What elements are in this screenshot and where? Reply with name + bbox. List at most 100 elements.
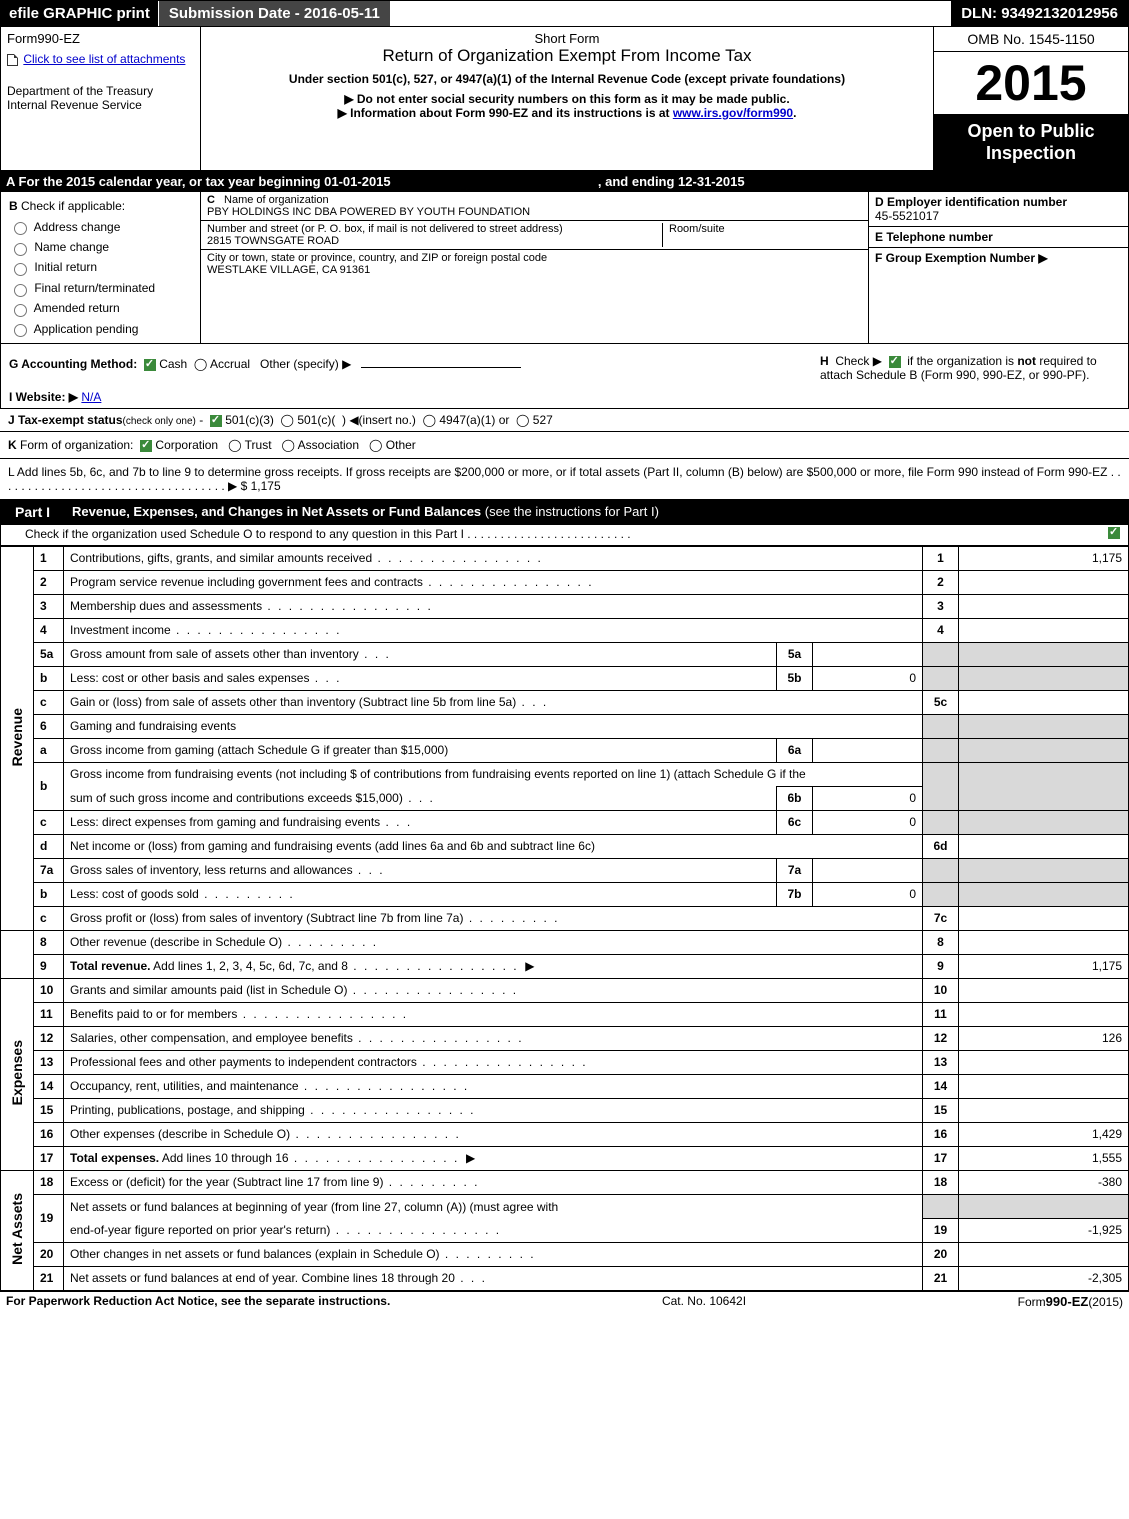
- l7b-rval-grey: [959, 882, 1129, 906]
- footer-right: Form990-EZ(2015): [1018, 1294, 1123, 1309]
- l16-rnum: 16: [923, 1122, 959, 1146]
- i-label: I Website: ▶: [9, 390, 78, 404]
- part-1-table: Revenue 1 Contributions, gifts, grants, …: [0, 546, 1129, 1291]
- top-bar: efile GRAPHIC print Submission Date - 20…: [0, 0, 1129, 27]
- section-i: I Website: ▶ N/A: [9, 390, 1120, 404]
- chk-initial-return[interactable]: Initial return: [9, 260, 97, 274]
- l18-rval: -380: [959, 1170, 1129, 1194]
- l5b-desc: Less: cost or other basis and sales expe…: [64, 666, 777, 690]
- chk-address-change[interactable]: Address change: [9, 220, 120, 234]
- l16-num: 16: [34, 1122, 64, 1146]
- l5c-num: c: [34, 690, 64, 714]
- chk-name-change[interactable]: Name change: [9, 240, 109, 254]
- row-a: A For the 2015 calendar year, or tax yea…: [0, 171, 1129, 192]
- l9-rnum: 9: [923, 954, 959, 978]
- l15-desc: Printing, publications, postage, and shi…: [64, 1098, 923, 1122]
- chk-application-pending[interactable]: Application pending: [9, 322, 138, 336]
- l4-desc: Investment income: [64, 618, 923, 642]
- l6b-desc1: Gross income from fundraising events (no…: [64, 762, 923, 786]
- footer-left: For Paperwork Reduction Act Notice, see …: [6, 1294, 390, 1309]
- chk-final-return[interactable]: Final return/terminated: [9, 281, 155, 295]
- l6d-rval: [959, 834, 1129, 858]
- dln-label: DLN: 93492132012956: [951, 1, 1128, 26]
- l21-num: 21: [34, 1266, 64, 1290]
- l7c-desc: Gross profit or (loss) from sales of inv…: [64, 906, 923, 930]
- row-a-ending: , and ending 12-31-2015: [598, 174, 745, 189]
- info-about-text: ▶ Information about Form 990-EZ and its …: [338, 106, 673, 120]
- opt-address-change: Address change: [34, 220, 121, 234]
- l19-rnum-grey: [923, 1194, 959, 1218]
- org-name: PBY HOLDINGS INC DBA POWERED BY YOUTH FO…: [207, 206, 862, 218]
- l3-rval: [959, 594, 1129, 618]
- l6c-num: c: [34, 810, 64, 834]
- section-g: G Accounting Method: Cash ◯ Accrual Othe…: [9, 354, 820, 371]
- l1-rnum: 1: [923, 546, 959, 570]
- l20-rnum: 20: [923, 1242, 959, 1266]
- l15-rnum: 15: [923, 1098, 959, 1122]
- l4-rnum: 4: [923, 618, 959, 642]
- l6b-rnum-grey: [923, 762, 959, 810]
- l5b-rval-grey: [959, 666, 1129, 690]
- l11-rval: [959, 1002, 1129, 1026]
- f-label: F Group Exemption Number ▶: [875, 251, 1048, 265]
- l19-rnum: 19: [923, 1218, 959, 1242]
- l6b-mlabel: 6b: [777, 786, 813, 810]
- l5a-mlabel: 5a: [777, 642, 813, 666]
- l6-desc: Gaming and fundraising events: [64, 714, 923, 738]
- l9-rval: 1,175: [959, 954, 1129, 978]
- section-bcdef: B Check if applicable: Address change Na…: [0, 192, 1129, 344]
- l5b-num: b: [34, 666, 64, 690]
- l6-rnum-grey: [923, 714, 959, 738]
- room-suite-label: Room/suite: [662, 223, 862, 247]
- h-label: H: [820, 354, 829, 368]
- part-1-header: Part I Revenue, Expenses, and Changes in…: [0, 499, 1129, 525]
- l6c-rnum-grey: [923, 810, 959, 834]
- l19-rval-grey: [959, 1194, 1129, 1218]
- l7b-desc: Less: cost of goods sold: [64, 882, 777, 906]
- l4-rval: [959, 618, 1129, 642]
- check-icon: [1108, 527, 1120, 539]
- g-other: Other (specify) ▶: [260, 357, 351, 371]
- dept-irs: Internal Revenue Service: [7, 98, 194, 112]
- l19-num: 19: [34, 1194, 64, 1242]
- l7b-mlabel: 7b: [777, 882, 813, 906]
- section-k: K Form of organization: Corporation ◯ Tr…: [0, 432, 1129, 459]
- l17-desc: Total expenses. Add lines 10 through 16 …: [64, 1146, 923, 1170]
- l6a-desc: Gross income from gaming (attach Schedul…: [64, 738, 777, 762]
- e-label: E Telephone number: [875, 230, 993, 244]
- l6c-mlabel: 6c: [777, 810, 813, 834]
- irs-link[interactable]: www.irs.gov/form990: [673, 106, 793, 120]
- check-icon: [210, 415, 222, 427]
- l16-desc: Other expenses (describe in Schedule O): [64, 1122, 923, 1146]
- l5b-mval: 0: [813, 666, 923, 690]
- l6-num: 6: [34, 714, 64, 738]
- b-check-if: Check if applicable:: [21, 199, 125, 213]
- g-other-field[interactable]: [361, 354, 521, 368]
- l17-rval: 1,555: [959, 1146, 1129, 1170]
- tax-year: 2015: [934, 52, 1128, 115]
- website-link[interactable]: N/A: [81, 390, 101, 404]
- l12-rnum: 12: [923, 1026, 959, 1050]
- l10-desc: Grants and similar amounts paid (list in…: [64, 978, 923, 1002]
- l20-desc: Other changes in net assets or fund bala…: [64, 1242, 923, 1266]
- l8-num: 8: [34, 930, 64, 954]
- l6c-desc: Less: direct expenses from gaming and fu…: [64, 810, 777, 834]
- l6d-rnum: 6d: [923, 834, 959, 858]
- l6b-desc2: sum of such gross income and contributio…: [64, 786, 777, 810]
- short-form-label: Short Form: [209, 31, 925, 46]
- c-name-label: Name of organization: [224, 194, 329, 206]
- l14-rnum: 14: [923, 1074, 959, 1098]
- l6c-rval-grey: [959, 810, 1129, 834]
- attachments-link[interactable]: Click to see list of attachments: [23, 52, 185, 66]
- l7b-num: b: [34, 882, 64, 906]
- revenue-side-cont: [1, 930, 34, 978]
- l6a-mlabel: 6a: [777, 738, 813, 762]
- l7a-mlabel: 7a: [777, 858, 813, 882]
- section-j: J Tax-exempt status(check only one) - 50…: [0, 409, 1129, 432]
- chk-amended-return[interactable]: Amended return: [9, 301, 120, 315]
- l21-desc: Net assets or fund balances at end of ye…: [64, 1266, 923, 1290]
- l9-desc: Total revenue. Add lines 1, 2, 3, 4, 5c,…: [64, 954, 923, 978]
- l5a-num: 5a: [34, 642, 64, 666]
- l18-rnum: 18: [923, 1170, 959, 1194]
- l17-rnum: 17: [923, 1146, 959, 1170]
